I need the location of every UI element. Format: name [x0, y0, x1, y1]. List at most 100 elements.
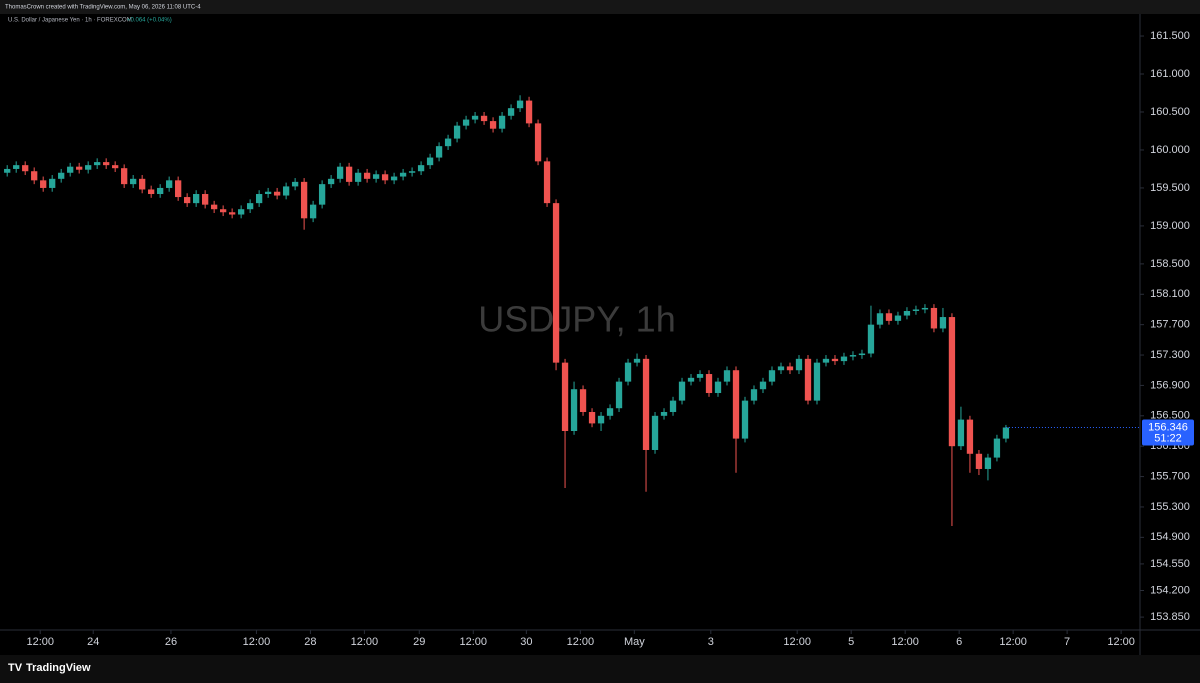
candle-body: [831, 358, 839, 362]
x-tick-label: 12:00: [243, 636, 271, 648]
x-tick-label: 5: [848, 636, 854, 648]
top-bar: [0, 0, 1200, 14]
candle-body: [885, 313, 893, 321]
candle-body: [4, 168, 11, 173]
candle-body: [633, 358, 641, 363]
candle-body: [264, 191, 272, 195]
candle-body: [453, 125, 461, 139]
y-tick-label: 157.300: [1150, 349, 1190, 361]
x-tick-label: 12:00: [1107, 636, 1135, 648]
candle-body: [570, 389, 578, 431]
candle-body: [957, 419, 965, 447]
candle-body: [687, 377, 695, 382]
candle-body: [867, 324, 875, 354]
candle-body: [444, 138, 452, 147]
candle-body: [876, 313, 884, 325]
candle-body: [76, 166, 83, 170]
watermark: USDJPY, 1h: [478, 299, 675, 340]
candle-body: [975, 453, 983, 469]
y-tick-label: 159.000: [1150, 220, 1190, 232]
candle-body: [597, 415, 605, 424]
x-tick-label: 28: [304, 636, 316, 648]
candle-body: [112, 165, 119, 169]
y-tick-label: 159.500: [1150, 182, 1190, 194]
candle-body: [732, 370, 740, 439]
x-tick-label: 12:00: [999, 636, 1027, 648]
candle-body: [336, 166, 344, 179]
x-tick-label: 26: [165, 636, 177, 648]
candle-body: [993, 438, 1001, 458]
candle-body: [462, 119, 470, 126]
candle-body: [291, 181, 299, 187]
y-tick-label: 156.900: [1150, 379, 1190, 391]
candle-body: [273, 191, 281, 196]
candle-body: [768, 370, 776, 382]
candle-body: [363, 172, 371, 179]
credit: ThomasCrown created with TradingView.com…: [5, 5, 201, 11]
candle-body: [1002, 427, 1010, 439]
candle-body: [534, 123, 542, 162]
price-tag-countdown: 51:22: [1154, 432, 1182, 444]
candle-body: [175, 180, 182, 198]
candle-body: [31, 171, 38, 181]
candle-body: [777, 366, 785, 371]
x-tick-label: 6: [956, 636, 962, 648]
candle-body: [255, 194, 263, 204]
candle-body: [903, 310, 911, 316]
candle-body: [588, 412, 596, 424]
y-tick-label: 161.500: [1150, 30, 1190, 42]
candle-body: [219, 209, 227, 213]
candle-body: [246, 203, 254, 210]
y-tick-label: 155.300: [1150, 501, 1190, 513]
candle-body: [121, 168, 128, 185]
price-tag: [1142, 419, 1194, 446]
x-tick-label: 3: [708, 636, 714, 648]
y-tick-label: 153.850: [1150, 611, 1190, 623]
candle-body: [642, 358, 650, 450]
candle-body: [228, 212, 236, 215]
candle-body: [750, 389, 758, 401]
y-tick-label: 158.100: [1150, 288, 1190, 300]
candle-body: [166, 180, 173, 188]
candle-body: [696, 374, 704, 378]
candle-body: [966, 419, 974, 454]
candle-body: [148, 189, 155, 195]
candle-body: [67, 166, 74, 173]
candle-body: [13, 165, 20, 169]
candle-body: [552, 203, 560, 363]
candle-body: [426, 157, 434, 166]
candle-body: [741, 400, 749, 439]
y-tick-label: 156.500: [1150, 410, 1190, 422]
candle-body: [22, 165, 29, 172]
symbol: U.S. Dollar / Japanese Yen · 1h · FOREXC…: [8, 18, 132, 24]
candle-body: [85, 165, 92, 170]
candle-body: [49, 178, 56, 188]
x-tick-label: 7: [1064, 636, 1070, 648]
candle-body: [480, 115, 488, 122]
x-tick-label: May: [624, 636, 645, 648]
x-tick-label: 12:00: [891, 636, 919, 648]
candle-body: [489, 121, 497, 129]
candle-body: [822, 358, 830, 363]
candle-body: [94, 162, 101, 166]
candle-body: [139, 178, 146, 190]
y-tick-label: 160.500: [1150, 106, 1190, 118]
candle-body: [786, 366, 794, 371]
candle-body: [345, 166, 353, 182]
candle-body: [354, 172, 362, 182]
candle-body: [939, 317, 947, 329]
x-tick-label: 12:00: [26, 636, 54, 648]
x-tick-label: 12:00: [567, 636, 595, 648]
candle-body: [579, 389, 587, 413]
candle-body: [130, 178, 137, 185]
candle-body: [858, 353, 866, 356]
candle-body: [759, 381, 767, 390]
candle-body: [435, 146, 443, 158]
candle-body: [660, 412, 668, 416]
candle-body: [58, 172, 65, 179]
candle-body: [417, 165, 425, 172]
candle-body: [714, 381, 722, 394]
candle-body: [678, 381, 686, 401]
